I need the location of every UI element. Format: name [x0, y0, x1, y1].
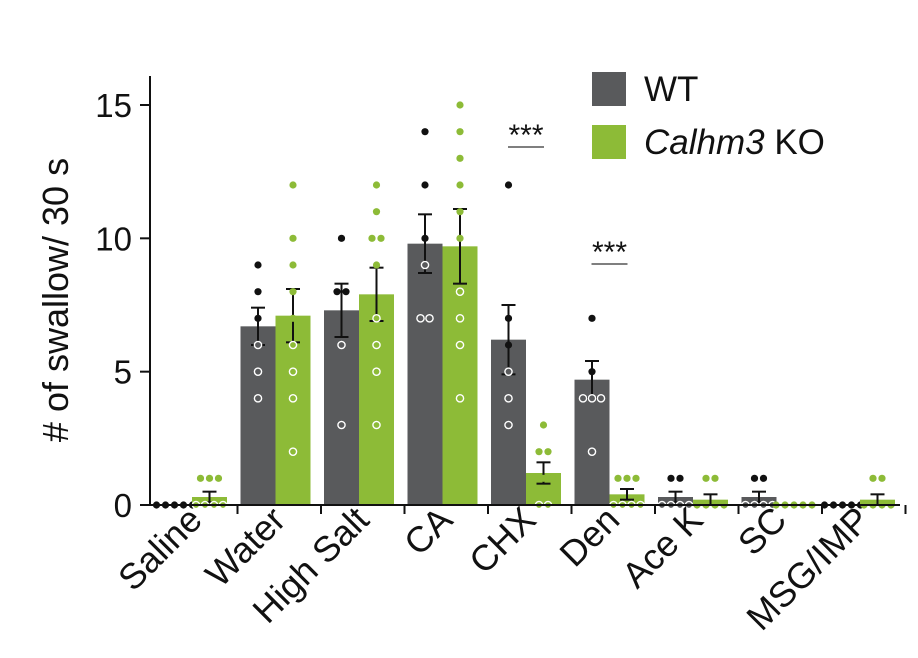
- data-point: [632, 474, 640, 482]
- bar-wt: [324, 310, 359, 505]
- y-tick-label: 10: [95, 220, 132, 257]
- legend-label-italic: Calhm3: [644, 123, 765, 162]
- bar-wt: [407, 243, 443, 505]
- data-point: [421, 128, 429, 136]
- data-point: [456, 234, 464, 242]
- data-point: [456, 101, 464, 109]
- legend-label: Calhm3 KO: [644, 123, 825, 162]
- bar-wt: [240, 326, 276, 505]
- data-point: [530, 474, 539, 482]
- x-tick-label: Den: [551, 499, 627, 575]
- data-point: [421, 181, 429, 189]
- data-point: [504, 367, 513, 376]
- data-point: [702, 474, 710, 482]
- x-tick-label: CHX: [461, 499, 544, 582]
- data-point: [254, 261, 262, 269]
- data-point: [878, 474, 886, 482]
- data-point: [504, 420, 513, 430]
- data-point: [372, 261, 381, 269]
- data-point: [587, 394, 597, 403]
- data-point: [578, 394, 588, 403]
- data-point: [504, 314, 513, 322]
- data-point: [455, 314, 465, 323]
- data-point: [205, 474, 214, 482]
- data-point: [377, 234, 385, 242]
- data-point: [372, 367, 381, 376]
- data-point: [614, 474, 622, 482]
- legend: WT Calhm3 KO: [592, 70, 825, 162]
- data-point: [289, 181, 297, 189]
- y-axis-label: # of swallow/ 30 s: [35, 158, 76, 442]
- data-point: [420, 260, 430, 270]
- data-point: [535, 448, 543, 456]
- y-tick-label: 5: [114, 354, 132, 391]
- data-point: [421, 234, 429, 242]
- data-point: [588, 314, 596, 322]
- data-point: [667, 474, 675, 482]
- data-point: [596, 394, 606, 403]
- data-point: [455, 394, 465, 403]
- data-point: [368, 234, 376, 242]
- data-point: [623, 474, 631, 482]
- bar-ko: [359, 294, 394, 505]
- y-tick-label: 15: [95, 87, 132, 124]
- data-point: [504, 341, 513, 349]
- data-point: [759, 474, 768, 482]
- data-point: [289, 234, 297, 242]
- data-point: [372, 340, 381, 350]
- data-point: [544, 448, 552, 456]
- data-point: [548, 474, 557, 482]
- data-point: [337, 234, 346, 242]
- data-point: [253, 367, 263, 376]
- data-point: [196, 474, 205, 482]
- data-point: [504, 394, 513, 403]
- data-point: [342, 288, 350, 296]
- data-point: [333, 288, 341, 296]
- data-point: [455, 340, 465, 350]
- data-point: [416, 314, 425, 323]
- data-point: [588, 368, 596, 376]
- data-point: [372, 420, 381, 430]
- data-point: [539, 474, 548, 482]
- data-point: [456, 181, 464, 189]
- legend-label: WT: [644, 70, 698, 109]
- data-point: [455, 287, 465, 296]
- data-point: [288, 340, 298, 350]
- x-tick-label: Ace K: [614, 499, 711, 596]
- plot-area: ******: [152, 101, 895, 510]
- data-point: [425, 314, 434, 323]
- data-point: [254, 314, 262, 322]
- data-point: [504, 181, 513, 189]
- data-point: [587, 447, 597, 456]
- data-point: [372, 208, 381, 216]
- data-point: [750, 474, 759, 482]
- legend-swatch: [592, 72, 626, 106]
- data-point: [711, 474, 719, 482]
- data-point: [456, 128, 464, 136]
- legend-swatch: [592, 125, 626, 159]
- data-point: [253, 394, 263, 403]
- data-point: [288, 394, 298, 403]
- data-point: [289, 261, 297, 269]
- data-point: [539, 421, 548, 429]
- data-point: [676, 474, 684, 482]
- legend-label-rest: KO: [765, 123, 825, 162]
- data-point: [456, 154, 464, 162]
- data-point: [372, 314, 381, 323]
- data-point: [253, 340, 263, 350]
- y-tick-label: 0: [114, 487, 132, 524]
- data-point: [456, 208, 464, 216]
- data-point: [289, 288, 297, 296]
- data-point: [254, 288, 262, 296]
- data-point: [372, 181, 381, 189]
- data-point: [288, 367, 298, 376]
- data-point: [288, 447, 298, 456]
- data-point: [869, 474, 877, 482]
- bar-ko: [442, 246, 478, 506]
- data-point: [214, 474, 223, 482]
- data-point: [337, 340, 346, 350]
- data-point: [337, 420, 346, 430]
- data-point: [289, 314, 297, 322]
